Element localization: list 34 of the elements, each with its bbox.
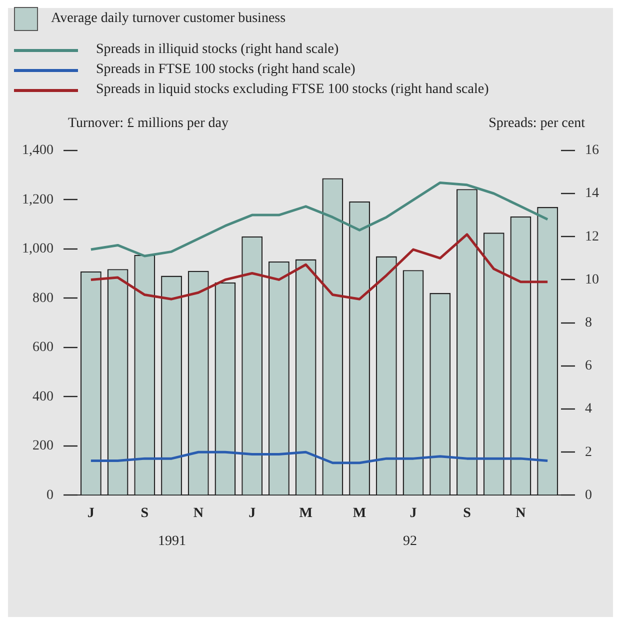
y-tick-label: 200 [32,438,54,454]
x-tick-label: J [248,506,256,522]
y-tick-label: 600 [32,340,54,356]
y2-axis-title: Spreads: per cent [488,116,585,132]
y-tick-label: 800 [32,290,54,306]
legend-label: Average daily turnover customer business [51,11,286,27]
y2-tick-label: 8 [585,315,592,330]
legend-label: Spreads in illiquid stocks (right hand scale) [96,42,339,58]
y2-tick-label: 2 [585,444,592,460]
x-tick-label: J [410,506,417,522]
y2-tick-label: 10 [585,272,599,288]
y-axis-title: Turnover: £ millions per day [68,116,228,132]
y2-tick-label: 4 [585,402,592,417]
y-tick-label: 1,000 [22,242,54,257]
y2-tick-label: 16 [585,143,599,158]
x-tick-label: M [352,506,366,522]
legend-label: Spreads in FTSE 100 stocks (right hand scale) [96,62,356,78]
y-tick-label: 1,200 [22,192,54,208]
y-tick-label: 1,400 [22,143,54,158]
y2-tick-label: 12 [585,229,599,244]
y2-tick-label: 14 [585,186,599,202]
text: 1991 [158,534,186,550]
x-tick-label: J [87,506,94,522]
x-tick-label: S [140,506,149,522]
y2-tick-label: 6 [585,358,592,374]
y-tick-label: 0 [46,488,54,503]
legend-label: Spreads in liquid stocks excluding FTSE 100 stocks (right hand scale) [96,82,489,98]
x-tick-label: N [193,506,204,522]
x-tick-label: M [299,506,312,522]
y-tick-label: 400 [32,389,54,404]
y2-tick-label: 0 [585,488,592,503]
x-tick-label: N [516,506,526,522]
text: 92 [403,534,417,550]
x-tick-label: S [463,506,472,522]
